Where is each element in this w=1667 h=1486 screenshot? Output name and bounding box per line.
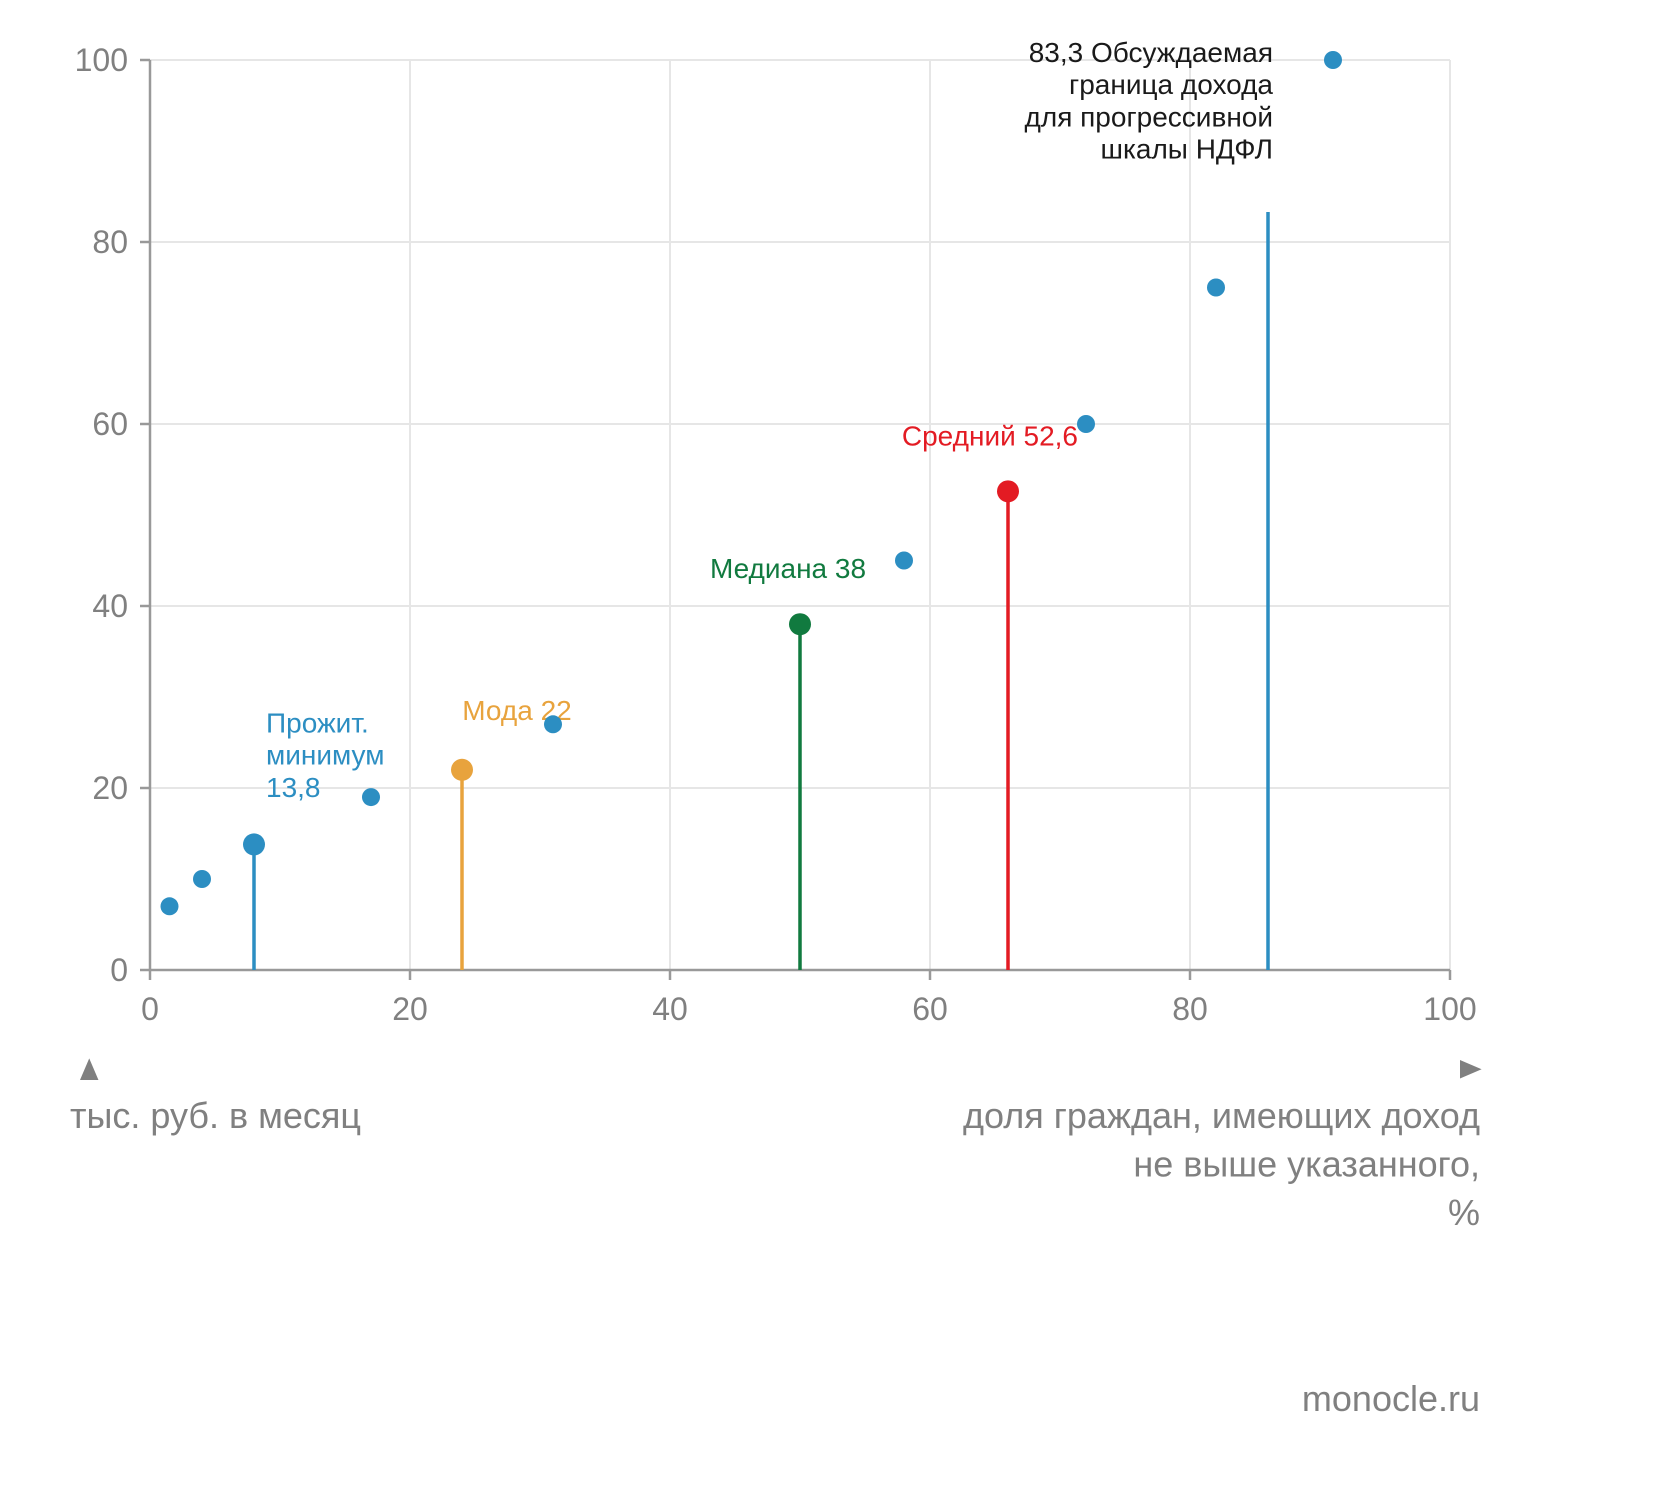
- scatter-point: [1207, 279, 1225, 297]
- x-axis-arrow-icon: [1460, 1060, 1482, 1078]
- highlight-marker-median: [789, 613, 811, 635]
- y-tick-label: 80: [92, 224, 128, 260]
- scatter-point: [1324, 51, 1342, 69]
- x-tick-label: 100: [1423, 991, 1476, 1027]
- x-tick-label: 0: [141, 991, 159, 1027]
- highlight-marker-subsistence: [243, 833, 265, 855]
- scatter-point: [895, 552, 913, 570]
- highlight-marker-mode: [451, 759, 473, 781]
- y-axis-arrow-icon: [80, 1058, 98, 1080]
- scatter-point: [161, 897, 179, 915]
- y-tick-label: 100: [75, 42, 128, 78]
- scatter-point: [1077, 415, 1095, 433]
- y-axis-label: тыс. руб. в месяц: [70, 1095, 361, 1136]
- scatter-point: [193, 870, 211, 888]
- chart-container: 0 20 40 60 80 100 0 20 40 60 80 100 Прожит.минимум13…: [0, 0, 1667, 1481]
- scatter-series: [161, 51, 1343, 915]
- highlight-label-mean: Средний 52,6: [902, 420, 1078, 451]
- x-tick-label: 60: [912, 991, 948, 1027]
- y-tick-label: 60: [92, 406, 128, 442]
- x-tick-label: 20: [392, 991, 428, 1027]
- x-axis-label: доля граждан, имеющих доходне выше указа…: [963, 1095, 1480, 1233]
- y-tick-label: 0: [110, 952, 128, 988]
- highlight-label-progressive-threshold: 83,3 Обсуждаемаяграница доходадля прогре…: [1025, 37, 1274, 165]
- highlight-label-median: Медиана 38: [710, 553, 866, 584]
- y-tick-label: 20: [92, 770, 128, 806]
- y-tick-label: 40: [92, 588, 128, 624]
- chart-svg: 0 20 40 60 80 100 0 20 40 60 80 100 Прожит.минимум13…: [0, 0, 1667, 1481]
- x-tick-label: 80: [1172, 991, 1208, 1027]
- highlight-marker-mean: [997, 480, 1019, 502]
- source-label: monocle.ru: [1302, 1378, 1480, 1419]
- scatter-point: [362, 788, 380, 806]
- x-tick-label: 40: [652, 991, 688, 1027]
- highlights: Прожит.минимум13,8Мода 22Медиана 38Средн…: [243, 37, 1273, 970]
- scatter-point: [544, 715, 562, 733]
